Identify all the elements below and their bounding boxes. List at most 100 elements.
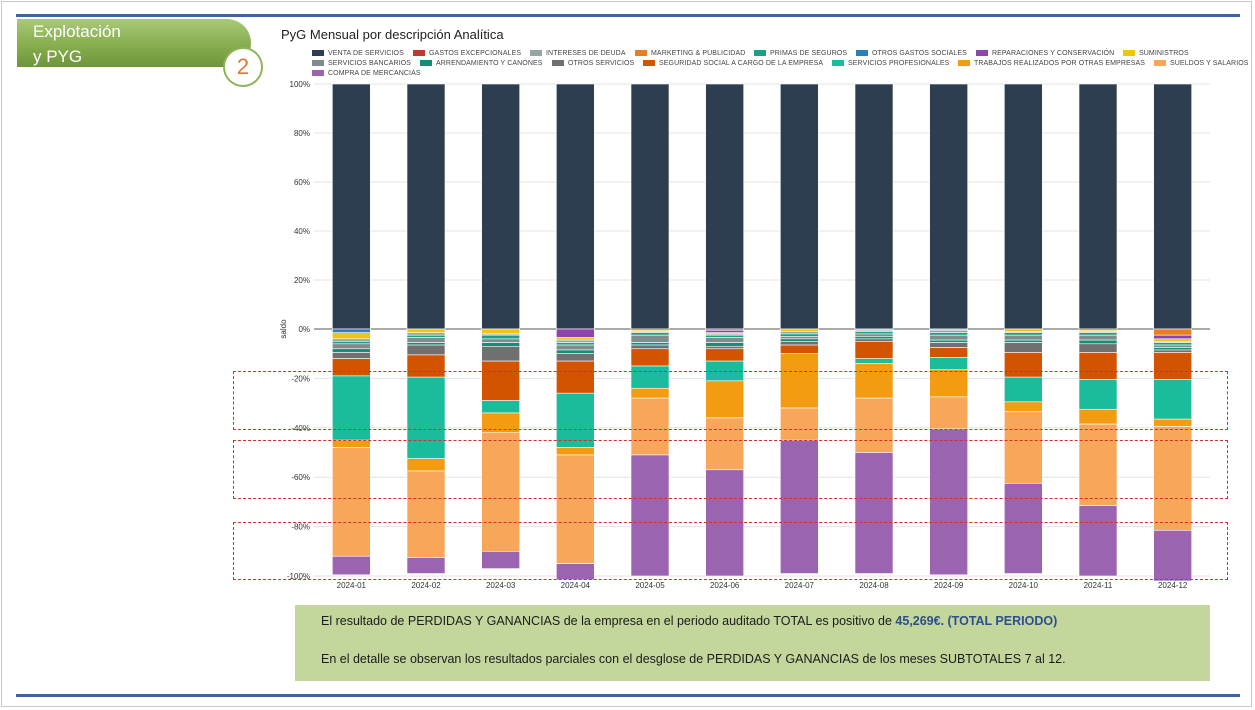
legend-item: TRABAJOS REALIZADOS POR OTRAS EMPRESAS	[958, 60, 1145, 67]
legend-swatch	[312, 60, 324, 66]
bar-segment	[1153, 328, 1192, 336]
legend-label: REPARACIONES Y CONSERVACIÓN	[992, 50, 1115, 57]
legend-swatch	[1123, 50, 1135, 56]
bar-segment	[929, 83, 968, 330]
bar-segment	[929, 332, 968, 336]
bar-segment	[780, 439, 819, 574]
legend-label: OTROS SERVICIOS	[568, 60, 635, 67]
bar-segment	[780, 331, 819, 335]
legend-item: OTROS SERVICIOS	[552, 60, 634, 67]
bar-segment	[630, 344, 670, 350]
bar-segment	[1153, 338, 1192, 342]
highlight-box-middle	[233, 440, 1228, 499]
bar-segment	[406, 470, 446, 558]
bar-segment	[406, 332, 446, 336]
highlight-box-lower	[233, 522, 1228, 580]
legend-label: ARRENDAMIENTO Y CANONES	[436, 60, 543, 67]
bar-segment	[929, 396, 968, 430]
bar-segment	[1078, 343, 1118, 353]
bar-segment	[929, 329, 968, 334]
bar-segment	[854, 397, 894, 453]
legend-swatch	[754, 50, 766, 56]
bar-segment	[556, 339, 595, 343]
legend-item: OTROS GASTOS SOCIALES	[856, 50, 967, 57]
bar-segment	[1078, 505, 1118, 577]
bar-segment	[780, 353, 819, 409]
x-tick-label: 2024-02	[411, 581, 441, 590]
bar-segment	[705, 348, 744, 362]
legend-label: INTERESES DE DEUDA	[546, 50, 626, 57]
bar-segment	[780, 336, 819, 340]
section-title-line1: Explotación	[33, 22, 121, 41]
bar-segment	[556, 337, 595, 341]
bar-segment	[481, 338, 520, 343]
bar-segment	[630, 334, 670, 343]
bar-segment	[406, 344, 446, 356]
bar-segment	[705, 342, 744, 347]
bar-segment	[332, 343, 371, 350]
bar-segment	[854, 331, 894, 335]
y-tick-label: 40%	[294, 227, 310, 236]
legend-swatch	[856, 50, 868, 56]
bar-segment	[780, 338, 819, 342]
bar-segment	[630, 342, 670, 346]
y-tick-label: -60%	[291, 473, 310, 482]
bar-segment	[406, 342, 446, 346]
legend-label: OTROS GASTOS SOCIALES	[872, 50, 967, 57]
legend-label: SEGURIDAD SOCIAL A CARGO DE LA EMPRESA	[659, 60, 824, 67]
bar-segment	[854, 358, 894, 364]
bar-segment	[929, 339, 968, 343]
y-tick-label: 80%	[294, 129, 310, 138]
y-axis-label: saldo	[279, 319, 288, 339]
bar-segment	[406, 337, 446, 343]
summary-note: El resultado de PERDIDAS Y GANANCIAS de …	[295, 605, 1210, 681]
bar-segment	[1078, 339, 1118, 345]
x-tick-label: 2024-12	[1158, 581, 1188, 590]
legend-item: REPARACIONES Y CONSERVACIÓN	[976, 50, 1114, 57]
legend-label: SUELDOS Y SALARIOS	[1170, 60, 1249, 67]
bar-segment	[630, 454, 670, 577]
x-tick-label: 2024-08	[859, 581, 889, 590]
bar-segment	[556, 344, 595, 351]
x-tick-label: 2024-11	[1084, 581, 1113, 590]
legend-item: SERVICIOS PROFESIONALES	[832, 60, 949, 67]
bar-segment	[481, 432, 520, 552]
total-result-value: 45,269€. (TOTAL PERIODO)	[895, 614, 1058, 628]
x-tick-label: 2024-01	[337, 581, 367, 590]
bar-segment	[1004, 328, 1043, 332]
bar-segment	[332, 338, 371, 342]
legend-label: TRABAJOS REALIZADOS POR OTRAS EMPRESAS	[974, 60, 1146, 67]
legend-label: SERVICIOS PROFESIONALES	[848, 60, 950, 67]
legend-swatch	[958, 60, 970, 66]
legend-item: MARKETING & PUBLICIDAD	[635, 50, 745, 57]
bar-segment	[332, 352, 371, 359]
legend-swatch	[643, 60, 655, 66]
bar-segment	[854, 363, 894, 399]
bar-segment	[1004, 411, 1043, 484]
y-tick-label: -20%	[291, 374, 310, 383]
legend-item: SEGURIDAD SOCIAL A CARGO DE LA EMPRESA	[643, 60, 823, 67]
y-tick-label: 0%	[298, 325, 310, 334]
bar-segment	[332, 555, 371, 576]
y-tick-label: 60%	[294, 178, 310, 187]
legend-item: COMPRA DE MERCANCIAS	[312, 70, 421, 77]
bar-segment	[556, 454, 595, 564]
legend-label: PRIMAS DE SEGUROS	[770, 50, 848, 57]
bar-segment	[780, 344, 819, 354]
bar-segment	[1078, 334, 1118, 341]
legend-swatch	[552, 60, 564, 66]
legend-label: GASTOS EXCEPCIONALES	[429, 50, 522, 57]
bar-segment	[406, 328, 446, 334]
bar-segment	[929, 334, 968, 341]
bar-segment	[630, 348, 670, 367]
bar-segment	[705, 329, 744, 334]
bar-segment	[556, 349, 595, 354]
bar-segment	[705, 83, 744, 330]
x-tick-label: 2024-10	[1009, 581, 1039, 590]
section-number-badge: 2	[223, 47, 263, 87]
legend-item: INTERESES DE DEUDA	[530, 50, 626, 57]
bar-segment	[1153, 83, 1192, 330]
bar-segment	[1153, 347, 1192, 351]
bar-segment	[556, 392, 595, 448]
bar-segment	[1004, 339, 1043, 343]
